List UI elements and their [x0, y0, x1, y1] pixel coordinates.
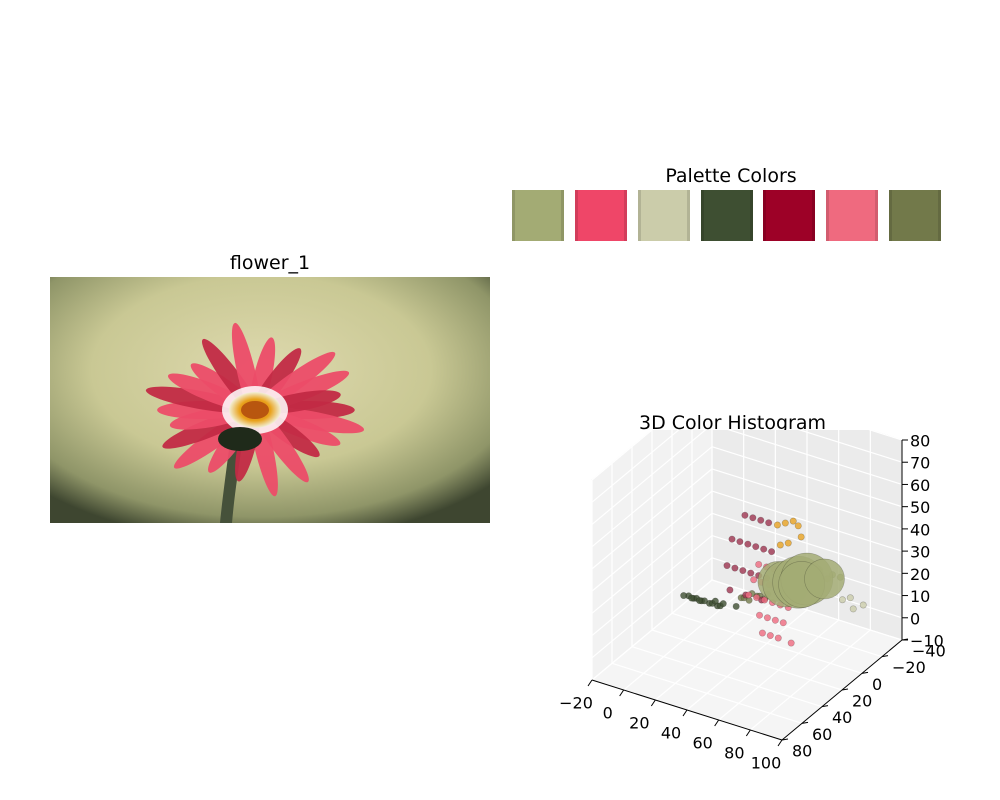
scatter-point: [750, 576, 758, 584]
scatter-point: [755, 560, 763, 568]
scatter-point: [787, 639, 795, 647]
scatter-point: [846, 594, 854, 602]
scatter-point: [781, 519, 789, 527]
chart-svg: −20020406080100−40−20020406080−100102030…: [559, 378, 946, 773]
z-tick-label: −10: [910, 632, 944, 651]
scatter-point: [757, 516, 765, 524]
scatter-point: [794, 522, 802, 530]
x-tick-label: −20: [559, 694, 593, 713]
scatter-point: [784, 539, 792, 547]
scatter-point: [849, 605, 857, 613]
scatter-point: [752, 543, 760, 551]
image-title: flower_1: [229, 252, 311, 274]
scatter-point: [760, 545, 768, 553]
y-tick-label: −20: [892, 658, 926, 677]
scatter-point: [765, 519, 773, 527]
scatter-point: [696, 597, 704, 605]
z-tick-label: 60: [910, 476, 930, 495]
color-histogram-3d: −20 0 20 40 60 80 100 −40 −20 0 20 40 60 80 −10 0 10 20 30…: [530, 378, 980, 790]
scatter-point: [753, 594, 761, 602]
scatter-point: [771, 616, 779, 624]
palette-swatches: [511, 190, 951, 241]
x-tick-label: 80: [724, 744, 744, 763]
scatter-point: [838, 596, 846, 604]
y-tick-label: 40: [832, 708, 852, 727]
scatter-point: [731, 564, 739, 572]
palette-swatch: [826, 190, 879, 241]
x-tick-label: 40: [661, 724, 681, 743]
y-tick-label: 60: [812, 725, 832, 744]
z-tick-label: 40: [910, 520, 930, 539]
z-tick-label: 0: [910, 609, 920, 628]
scatter-point: [776, 541, 784, 549]
scatter-point: [726, 586, 734, 594]
x-tick-label: 100: [751, 754, 782, 773]
palette-title: Palette Colors: [665, 165, 797, 187]
scatter-point: [728, 535, 736, 543]
scatter-point: [747, 569, 755, 577]
chart-title: 3D Color Histogram: [639, 412, 826, 434]
scatter-point: [744, 540, 752, 548]
y-tick-label: 0: [872, 675, 882, 694]
palette-swatch: [512, 190, 564, 241]
scatter-point: [741, 511, 749, 519]
z-tick-label: 30: [910, 543, 930, 562]
palette-swatch: [637, 190, 690, 241]
palette-swatch: [763, 190, 816, 241]
scatter-point: [768, 548, 776, 556]
scatter-point: [804, 558, 845, 600]
z-tick-label: 70: [910, 454, 930, 473]
scatter-point: [789, 517, 797, 525]
z-tick-label: 10: [910, 587, 930, 606]
scatter-point: [859, 601, 867, 609]
x-tick-label: 0: [603, 704, 613, 723]
scatter-point: [749, 514, 757, 522]
scatter-point: [779, 619, 787, 627]
scatter-point: [680, 592, 688, 600]
z-tick-label: 20: [910, 565, 930, 584]
flower-photo-icon: [50, 277, 490, 523]
scatter-point: [761, 596, 769, 604]
flower-photo: [50, 277, 490, 523]
scatter-point: [774, 634, 782, 642]
scatter-point: [756, 611, 764, 619]
scatter-point: [711, 597, 719, 605]
scatter-point: [719, 600, 727, 608]
y-tick-label: 20: [852, 692, 872, 711]
scatter-points: [680, 511, 867, 647]
x-tick-label: 20: [629, 714, 649, 733]
scatter-point: [736, 538, 744, 546]
chart-axes: [587, 439, 909, 747]
z-tick-label: 50: [910, 498, 930, 517]
scatter-point: [688, 594, 696, 602]
scatter-point: [723, 562, 731, 570]
palette-swatch: [574, 190, 627, 241]
y-tick-label: −40: [912, 642, 946, 661]
scatter-point: [739, 567, 747, 575]
scatter-point: [763, 614, 771, 622]
x-tick-label: 60: [692, 734, 712, 753]
scatter-point: [758, 629, 766, 637]
scatter-point: [797, 533, 805, 541]
scatter-point: [732, 602, 740, 610]
scatter-point: [745, 591, 753, 599]
scatter-point: [773, 521, 781, 529]
z-tick-label: 80: [910, 432, 930, 451]
palette-swatch: [700, 190, 753, 241]
palette-swatch: [889, 190, 942, 241]
y-tick-label: 80: [792, 742, 812, 761]
scatter-point: [766, 632, 774, 640]
